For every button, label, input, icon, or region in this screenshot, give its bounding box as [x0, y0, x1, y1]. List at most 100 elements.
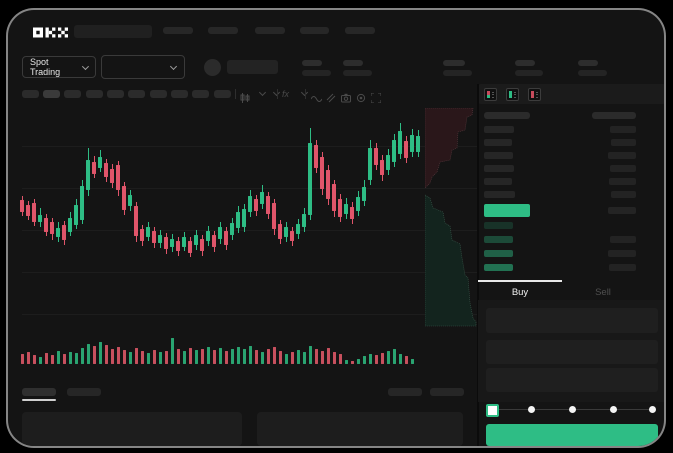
candle-style-icon[interactable] [240, 90, 250, 108]
timeframe-button[interactable] [107, 90, 124, 98]
candle-body [110, 169, 114, 183]
timeframe-button[interactable] [192, 90, 209, 98]
search-bar-placeholder[interactable] [74, 25, 152, 38]
nav-item-placeholder[interactable] [345, 27, 375, 34]
candle-body [338, 199, 342, 217]
bottom-tab[interactable] [67, 388, 101, 396]
timeframe-button[interactable] [214, 90, 231, 98]
candle-body [272, 203, 276, 229]
volume-bar [195, 350, 198, 364]
timeframe-button[interactable] [64, 90, 81, 98]
volume-bar [351, 361, 354, 364]
nav-item-placeholder[interactable] [300, 27, 329, 34]
volume-bar [69, 352, 72, 364]
volume-bar [321, 351, 324, 364]
okx-logo[interactable] [33, 25, 68, 43]
price-input[interactable] [486, 308, 658, 333]
pair-selector-dropdown[interactable] [101, 55, 185, 79]
candle-body [410, 135, 414, 152]
candle-body [398, 131, 402, 154]
timeframe-button-active[interactable] [43, 90, 60, 98]
timeframe-button[interactable] [150, 90, 167, 98]
bottom-panel-left [22, 412, 242, 446]
volume-bar [33, 355, 36, 364]
bottom-action-placeholder[interactable] [430, 388, 464, 396]
ask-amount-placeholder [610, 126, 636, 133]
volume-bar [171, 338, 174, 364]
nav-item-placeholder[interactable] [163, 27, 193, 34]
volume-bar [267, 349, 270, 364]
indicators-icon[interactable]: fx [282, 89, 290, 99]
ask-price-placeholder [484, 191, 515, 198]
tab-buy[interactable]: Buy [511, 287, 529, 298]
bottom-action-placeholder[interactable] [388, 388, 422, 396]
volume-bar [117, 347, 120, 364]
gridline [22, 272, 477, 273]
stat-value-placeholder [343, 70, 372, 76]
amount-input[interactable] [486, 340, 658, 364]
volume-bar [129, 352, 132, 364]
bottom-tab-active[interactable] [22, 388, 56, 396]
volume-bar [207, 347, 210, 364]
fullscreen-icon[interactable] [370, 90, 382, 108]
slider-step-dot[interactable] [610, 406, 617, 413]
settings-gear-icon[interactable] [356, 90, 366, 108]
last-price-bar[interactable] [484, 204, 530, 217]
candle-body [152, 231, 156, 243]
chevron-down-icon [169, 62, 178, 70]
volume-bar [399, 354, 402, 364]
bid-price-placeholder [484, 236, 513, 243]
camera-icon[interactable] [341, 90, 351, 108]
volume-bar [303, 352, 306, 364]
stat-value-placeholder [443, 70, 472, 76]
timeframe-button[interactable] [128, 90, 145, 98]
candle-body [248, 196, 252, 212]
slider-step-dot[interactable] [569, 406, 576, 413]
orderbook-view-asks-icon[interactable] [528, 88, 541, 101]
volume-bar [237, 347, 240, 364]
chevron-down-icon [82, 62, 90, 70]
market-type-selector[interactable]: Spot Trading [22, 56, 96, 78]
volume-bar [369, 354, 372, 364]
chevron-down-icon[interactable] [258, 88, 267, 97]
volume-bar [45, 353, 48, 364]
line-tool-icon[interactable] [310, 90, 323, 108]
ask-price-placeholder [484, 152, 513, 159]
slider-step-dot[interactable] [528, 406, 535, 413]
volume-bar [231, 349, 234, 364]
timeframe-button[interactable] [86, 90, 103, 98]
candle-body [134, 206, 138, 236]
timeframe-button[interactable] [22, 90, 39, 98]
nav-item-placeholder[interactable] [208, 27, 238, 34]
volume-bar [87, 344, 90, 364]
tab-sell[interactable]: Sell [595, 287, 611, 298]
nav-item-placeholder[interactable] [255, 27, 285, 34]
timeframe-button[interactable] [171, 90, 188, 98]
buy-submit-button[interactable] [486, 424, 658, 446]
bid-price-placeholder [484, 264, 513, 271]
candle-body [56, 228, 60, 237]
volume-bar [147, 353, 150, 364]
orderbook-view-bids-icon[interactable] [506, 88, 519, 101]
volume-bar [201, 349, 204, 364]
volume-bar [381, 353, 384, 364]
candle-body [158, 235, 162, 243]
app-window: Spot Trading fx [6, 8, 666, 448]
candle-body [266, 196, 270, 214]
volume-bar [297, 350, 300, 364]
candle-body [194, 235, 198, 245]
orderbook-view-both-icon[interactable] [484, 88, 497, 101]
orderbook-header-amount-placeholder [592, 112, 636, 119]
bar [487, 91, 490, 98]
stat-value-placeholder [515, 70, 543, 76]
volume-bar [243, 349, 246, 364]
candle-body [86, 160, 90, 190]
volume-bar [153, 350, 156, 364]
candle-body [302, 214, 306, 227]
volume-bar [105, 345, 108, 364]
slider-step-dot[interactable] [649, 406, 656, 413]
slider-handle[interactable] [486, 404, 499, 417]
ask-price-placeholder [484, 178, 512, 185]
compare-icon[interactable] [326, 90, 336, 108]
total-input[interactable] [486, 368, 658, 392]
